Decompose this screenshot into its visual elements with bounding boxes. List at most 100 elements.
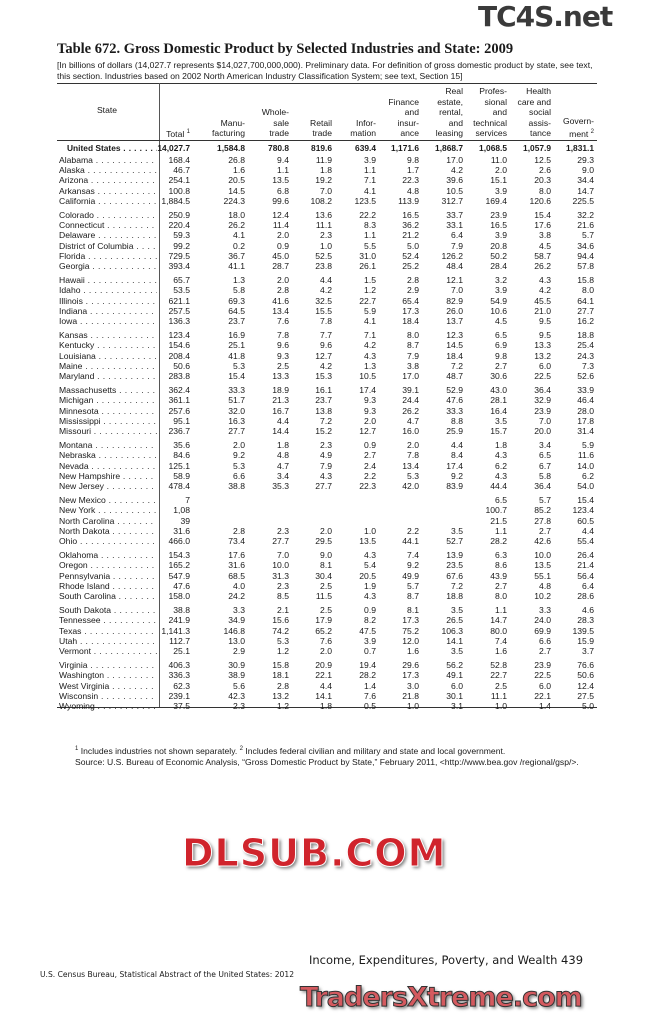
- cell: 13.6: [315, 210, 332, 220]
- cell: 5.6: [233, 680, 245, 691]
- cell: 31.4: [577, 426, 594, 436]
- cell: 100.8: [168, 185, 190, 196]
- cell: 13.4: [272, 305, 289, 316]
- column-header-text: ment: [569, 128, 589, 139]
- cell: 2.5: [320, 580, 332, 591]
- cell: 5.3: [233, 460, 245, 471]
- watermark-middle: DLSUB.COM: [181, 831, 447, 876]
- cell: 6.2: [495, 460, 507, 471]
- column-header: Whole-sale trade: [247, 83, 289, 139]
- cell: 13.0: [228, 635, 245, 646]
- cell: 547.9: [168, 570, 190, 581]
- column-header: Infor-mation: [334, 83, 376, 139]
- state-name: United States: [67, 143, 157, 153]
- cell: 52.6: [577, 371, 594, 381]
- watermark-top: TC4S.net: [478, 0, 613, 33]
- state-name: Indiana: [59, 306, 157, 316]
- cell: 26.1: [359, 261, 376, 271]
- cell: 18.8: [446, 591, 463, 601]
- cell: 11.4: [272, 220, 289, 231]
- cell: 26.5: [446, 615, 463, 626]
- cell: 4.8: [407, 185, 419, 196]
- cell: 106.3: [441, 625, 463, 636]
- cell: 126.2: [441, 250, 463, 261]
- cell: 2.5: [320, 605, 332, 616]
- cell: 2.0: [495, 165, 507, 176]
- cell: 1.1: [495, 525, 507, 536]
- cell: 22.1: [315, 670, 332, 681]
- state-name: Nevada: [59, 461, 157, 471]
- cell: 169.4: [485, 195, 507, 206]
- cell: 16.4: [490, 405, 507, 416]
- state-name: South Carolina: [59, 591, 157, 601]
- cell: 49.1: [446, 670, 463, 681]
- column-header: Profes-sional and technical services: [465, 83, 507, 139]
- top-rule: [57, 83, 597, 84]
- cell: 42.6: [534, 536, 551, 546]
- cell: 6.0: [539, 680, 551, 691]
- cell: 53.5: [173, 285, 190, 296]
- cell: 100.7: [485, 505, 507, 516]
- cell: 7.1: [364, 175, 376, 186]
- cell: 9.0: [320, 550, 332, 561]
- cell: 2.8: [407, 275, 419, 286]
- cell: 3.5: [495, 415, 507, 426]
- cell: 52.4: [402, 250, 419, 261]
- cell: 2.0: [364, 415, 376, 426]
- cell: 28.2: [359, 670, 376, 681]
- cell: 26.4: [577, 550, 594, 561]
- state-name: Kansas: [59, 330, 157, 340]
- table-row-hawaii: Hawaii 65.7 1.3 2.0 4.4 1.5 2.8 12.1 3.2 4.3 15.8: [57, 275, 597, 285]
- footnote-marker: 2: [590, 128, 594, 135]
- cell: 13.8: [315, 405, 332, 416]
- cell: 0.5: [364, 701, 376, 711]
- table-row-delaware: Delaware 59.3 4.1 2.0 2.3 1.1 21.2 6.4 3.9 3.8 5.7: [57, 230, 597, 240]
- cell: 26.8: [228, 155, 245, 165]
- cell: 15.6: [272, 615, 289, 626]
- footnote-2: Includes federal civilian and military a…: [243, 745, 506, 756]
- table-row-new-hampshire: New Hampshire 58.9 6.6 3.4 4.3 2.2 5.3 9.2 4.3 5.…: [57, 471, 597, 481]
- cell: 8.0: [407, 330, 419, 341]
- cell: 15.8: [577, 275, 594, 286]
- state-name: Ohio: [59, 536, 157, 546]
- cell: 11.1: [490, 690, 507, 701]
- column-header-line: Manu-: [220, 117, 245, 128]
- state-name: California: [59, 196, 157, 206]
- cell: 9.0: [582, 165, 594, 176]
- cell: 36.4: [534, 481, 551, 491]
- cell: 1.2: [277, 701, 289, 711]
- cell: 7.6: [320, 635, 332, 646]
- cell: 7.1: [364, 330, 376, 341]
- cell: 4.0: [233, 580, 245, 591]
- table-row-new-york: New York 1,08 100.7 85.2 123.4: [57, 505, 597, 515]
- cell: 3.9: [495, 285, 507, 296]
- footnote-marker: 1: [186, 128, 190, 135]
- cell: 4.4: [582, 525, 594, 536]
- cell: 43.0: [490, 385, 507, 396]
- table-row-kentucky: Kentucky 154.6 25.1 9.6 9.6 4.2 8.7 14.5 6.9 13.3…: [57, 340, 597, 350]
- cell: 12.0: [402, 635, 419, 646]
- cell: 17.8: [577, 415, 594, 426]
- cell: 1.3: [233, 275, 245, 286]
- cell: 406.3: [168, 660, 190, 671]
- table-row-pennsylvania: Pennsylvania 547.9 68.5 31.3 30.4 20.5 49.9 67.…: [57, 571, 597, 581]
- cell: 22.3: [359, 481, 376, 491]
- state-name: West Virginia: [59, 681, 157, 691]
- cell: 68.5: [228, 570, 245, 581]
- cell: 5.3: [277, 635, 289, 646]
- cell: 14.7: [577, 185, 594, 196]
- cell: 52.7: [446, 536, 463, 546]
- cell: 16.3: [228, 415, 245, 426]
- cell: 22.5: [534, 371, 551, 381]
- table-row-washington: Washington 336.3 38.9 18.1 22.1 28.2 17.3 49.1 2…: [57, 670, 597, 680]
- cell: 10.5: [446, 185, 463, 196]
- cell: 7.8: [407, 450, 419, 461]
- cell: 11.6: [577, 450, 594, 461]
- cell: 4.2: [320, 360, 332, 371]
- cell: 639.4: [355, 142, 376, 153]
- cell: 2.6: [539, 165, 551, 176]
- cell: 7.2: [451, 360, 463, 371]
- state-name: New Jersey: [59, 481, 157, 491]
- cell: 5.4: [364, 560, 376, 571]
- table-row-alaska: Alaska 46.7 1.6 1.1 1.8 1.1 1.7 4.2 2.0 2.6 9.0: [57, 165, 597, 175]
